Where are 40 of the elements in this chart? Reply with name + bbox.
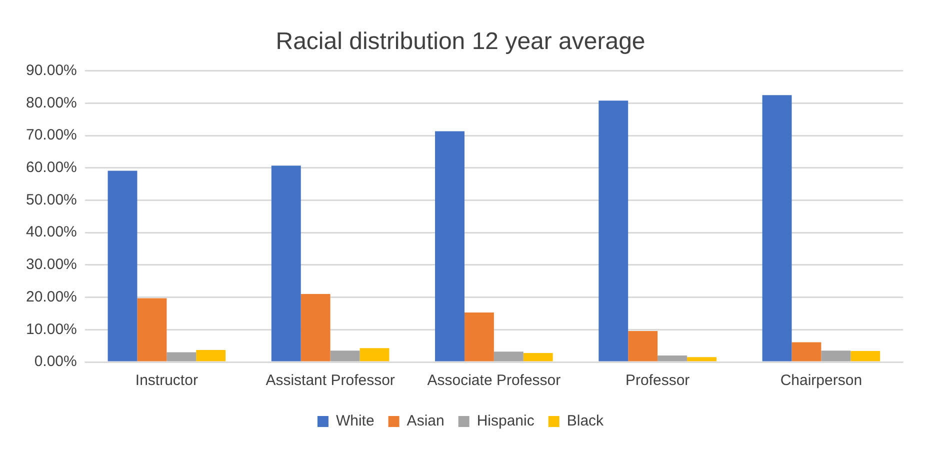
bar	[598, 100, 628, 362]
bar	[464, 312, 494, 362]
bar	[821, 350, 851, 362]
bar	[137, 298, 167, 362]
chart-title: Racial distribution 12 year average	[276, 28, 646, 56]
y-tick-label: 0.00%	[34, 353, 77, 370]
bar	[687, 357, 716, 362]
bar	[523, 352, 553, 362]
bar	[435, 131, 464, 362]
legend-label: Hispanic	[476, 412, 535, 430]
bar	[762, 95, 792, 362]
x-tick-label: Chairperson	[780, 372, 862, 390]
bar	[300, 294, 330, 362]
bar	[330, 350, 360, 362]
bar	[360, 348, 390, 362]
y-tick-label: 90.00%	[26, 62, 77, 79]
y-tick-label: 10.00%	[26, 320, 77, 338]
y-tick-label: 40.00%	[26, 224, 77, 241]
y-tick-label: 30.00%	[26, 256, 77, 274]
y-tick-label: 80.00%	[26, 94, 77, 112]
legend-label: Black	[566, 412, 604, 430]
bar	[628, 330, 658, 362]
bar	[494, 352, 524, 362]
y-tick-label: 60.00%	[26, 159, 77, 176]
x-tick-label: Associate Professor	[427, 372, 561, 390]
y-tick-label: 50.00%	[26, 191, 77, 208]
y-tick-label: 20.00%	[26, 288, 77, 306]
bar	[271, 166, 301, 362]
bar	[108, 170, 138, 362]
x-tick-label: Assistant Professor	[266, 372, 395, 390]
legend-label: Asian	[406, 412, 444, 430]
bar	[166, 352, 196, 362]
y-tick-label: 70.00%	[26, 126, 77, 144]
x-tick-label: Instructor	[135, 372, 198, 390]
bar	[850, 351, 880, 362]
bar	[792, 342, 822, 362]
legend-label: White	[336, 412, 374, 430]
bar	[658, 356, 688, 362]
x-tick-label: Professor	[625, 372, 690, 390]
bar	[196, 350, 226, 362]
